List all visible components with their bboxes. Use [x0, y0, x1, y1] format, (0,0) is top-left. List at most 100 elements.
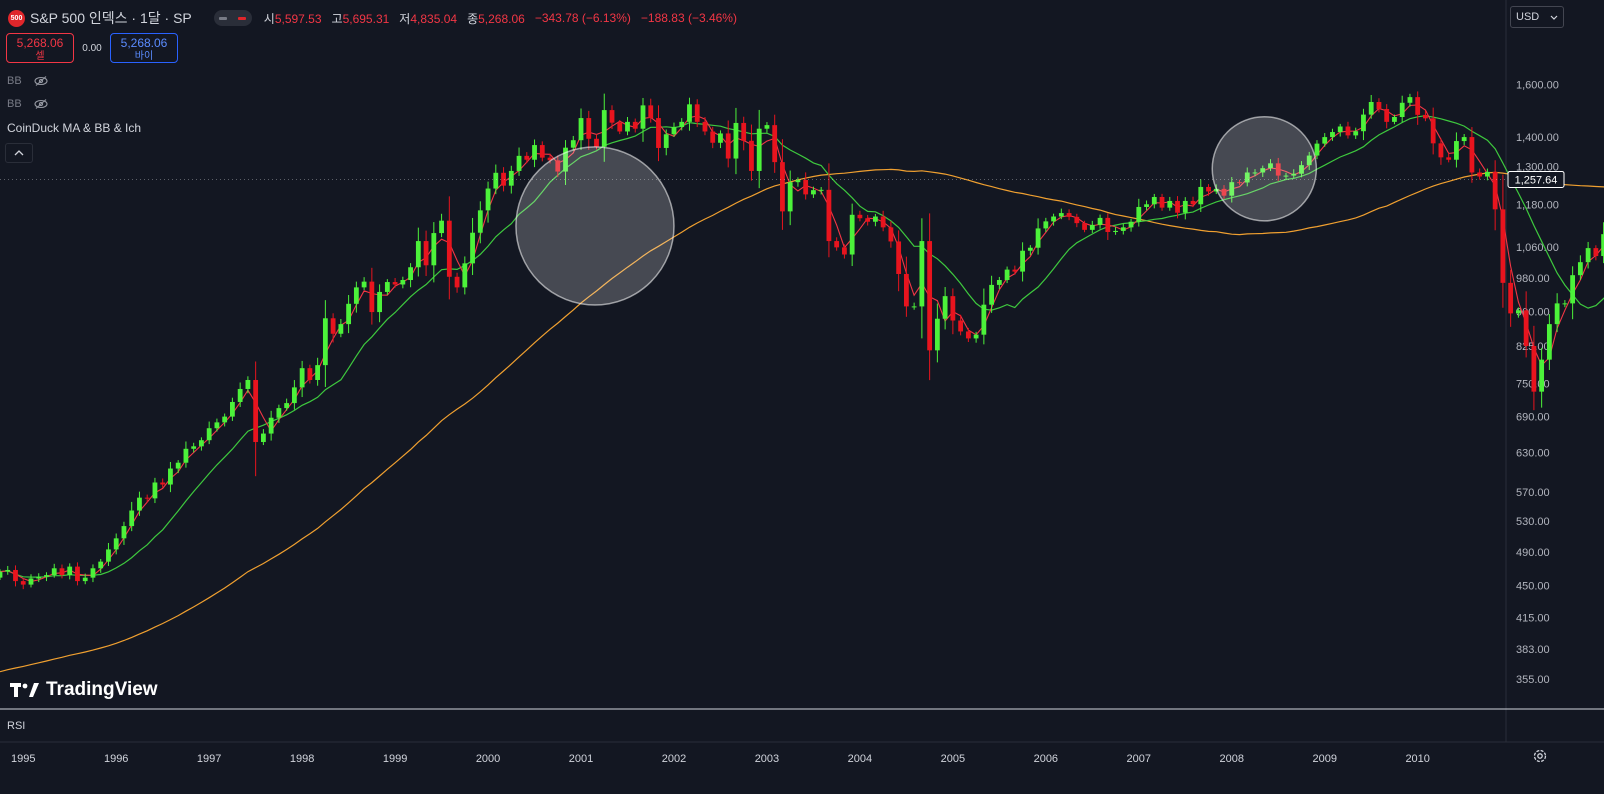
candle: [1446, 157, 1452, 160]
candle: [1314, 143, 1320, 156]
candle: [1601, 234, 1604, 257]
candle: [1151, 196, 1157, 205]
candle: [996, 280, 1002, 285]
candle: [1004, 269, 1010, 281]
candle: [175, 462, 181, 469]
candle: [508, 170, 514, 186]
candle: [90, 568, 96, 578]
candle: [237, 388, 243, 402]
candle: [1260, 168, 1266, 173]
symbol-title[interactable]: S&P 500 인덱스 · 1달 · SP: [30, 10, 192, 26]
candle: [601, 110, 607, 147]
candle: [1306, 155, 1312, 166]
price-tick-label: 355.00: [1516, 674, 1550, 686]
candle: [361, 281, 367, 288]
price-tick-label: 980.00: [1516, 273, 1550, 285]
indicator-title[interactable]: CoinDuck MA & BB & Ich: [7, 121, 142, 135]
tradingview-watermark: TradingView: [10, 679, 158, 701]
time-tick-label: 2000: [476, 753, 500, 765]
time-tick-label: 1998: [290, 753, 314, 765]
price-tick-label: 630.00: [1516, 448, 1550, 460]
candle: [849, 214, 855, 255]
rsi-pane-label[interactable]: RSI: [7, 720, 26, 732]
candle: [315, 365, 321, 380]
time-tick-label: 2003: [755, 753, 779, 765]
indicator-bb-2[interactable]: BB: [7, 98, 48, 110]
time-tick-label: 1995: [11, 753, 35, 765]
candle: [1012, 269, 1018, 272]
candle: [307, 368, 313, 380]
candle: [594, 138, 599, 147]
time-tick-label: 1997: [197, 753, 221, 765]
candle: [1120, 227, 1126, 231]
candle: [1337, 126, 1343, 133]
candle: [446, 220, 452, 277]
candle: [694, 104, 700, 122]
candle: [950, 296, 956, 321]
candle: [462, 263, 468, 288]
candle: [648, 105, 654, 119]
candle: [199, 440, 204, 447]
candle: [1182, 200, 1188, 213]
ohlc-close: 종5,268.06: [467, 11, 525, 26]
chart-toggle-icon[interactable]: [213, 10, 252, 26]
indicator-bb-1[interactable]: BB: [7, 75, 48, 87]
candle: [98, 561, 104, 569]
candle: [1074, 216, 1080, 224]
candle: [656, 118, 661, 148]
candle: [547, 157, 553, 161]
time-tick-label: 2006: [1034, 753, 1058, 765]
candle: [1562, 303, 1568, 305]
time-tick-label: 2010: [1405, 753, 1429, 765]
price-tick-label: 1,400.00: [1516, 132, 1559, 144]
candle: [1221, 188, 1227, 196]
eye-hidden-icon[interactable]: [34, 76, 48, 86]
candle: [911, 306, 917, 308]
sell-button[interactable]: 5,268.06 셀: [6, 33, 74, 63]
candle: [44, 575, 49, 577]
candle: [1454, 141, 1459, 160]
collapse-indicators-button[interactable]: [5, 143, 33, 163]
candle: [811, 190, 816, 195]
spread-value: 0.00: [82, 42, 102, 54]
candle: [477, 210, 483, 233]
candle: [927, 241, 933, 351]
ma-fast-line: [0, 104, 1604, 582]
price-tick-label: 383.00: [1516, 644, 1550, 656]
current-price-label: 1,257.64: [1515, 174, 1558, 186]
candle: [1113, 230, 1118, 232]
candle: [485, 188, 491, 211]
time-tick-label: 2002: [662, 753, 686, 765]
candle: [1461, 137, 1467, 142]
price-tick-label: 690.00: [1516, 412, 1550, 424]
price-tick-label: 530.00: [1516, 516, 1550, 528]
candle: [880, 216, 886, 228]
eye-hidden-icon[interactable]: [34, 99, 48, 109]
candle: [59, 568, 65, 576]
currency-selector[interactable]: USD: [1510, 6, 1564, 28]
chart-header: 500 S&P 500 인덱스 · 1달 · SP 시5,597.53 고5,6…: [8, 8, 747, 28]
gear-icon[interactable]: [1532, 748, 1548, 764]
candle: [942, 296, 948, 319]
candle: [1229, 182, 1235, 196]
candle: [617, 122, 623, 132]
candle: [989, 284, 995, 305]
buy-button[interactable]: 5,268.06 바이: [110, 33, 178, 63]
candle: [1136, 206, 1142, 222]
price-tick-label: 415.00: [1516, 612, 1550, 624]
candle: [1035, 228, 1041, 248]
candle: [1066, 213, 1072, 217]
candle: [1515, 310, 1521, 314]
candle: [756, 128, 762, 171]
candle: [1299, 165, 1304, 174]
candle: [981, 304, 987, 335]
candle: [780, 162, 785, 212]
candle: [400, 280, 406, 285]
candle: [687, 104, 692, 122]
candle: [1206, 186, 1211, 192]
candle: [1089, 224, 1095, 230]
candle: [896, 241, 902, 274]
candle: [539, 145, 545, 158]
candle: [1345, 126, 1351, 136]
